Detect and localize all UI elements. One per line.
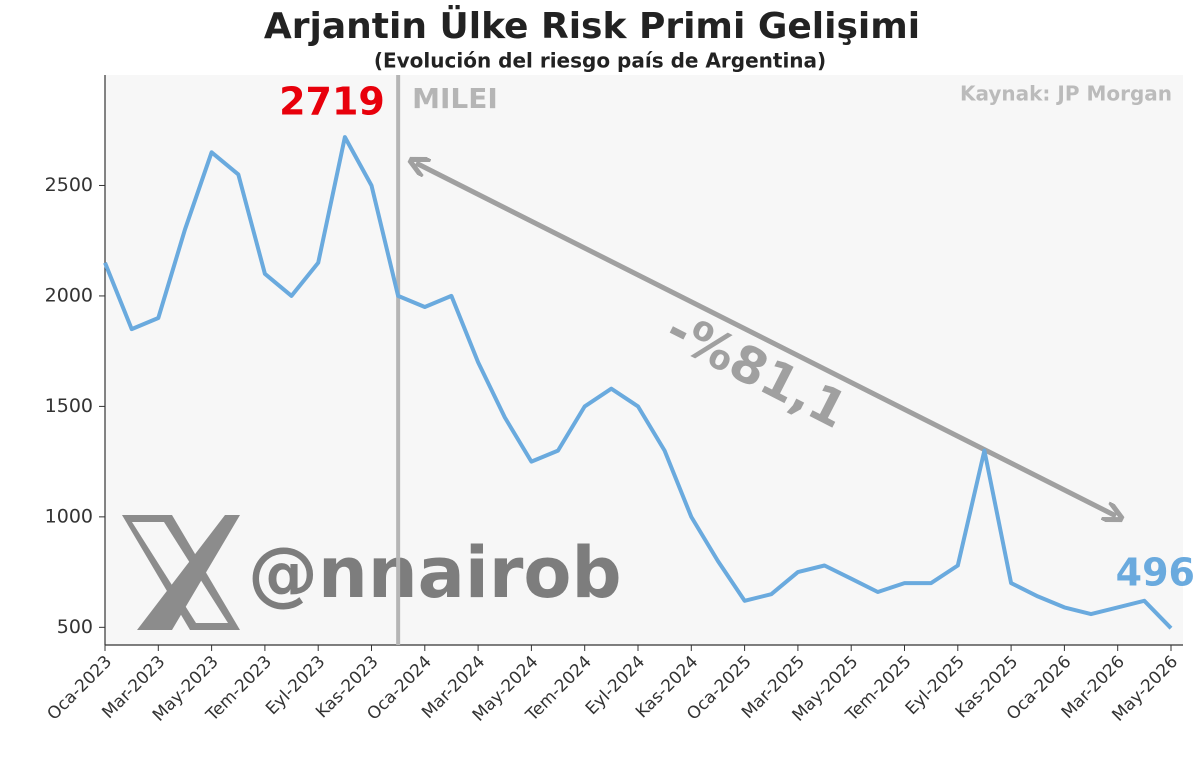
source: Kaynak: JP Morgan	[960, 82, 1172, 106]
chart-subtitle: (Evolución del riesgo país de Argentina)	[374, 49, 826, 73]
y-tick-label: 2000	[45, 284, 93, 306]
y-tick-label: 2500	[45, 174, 93, 196]
y-tick-label: 1500	[45, 395, 93, 417]
watermark: @nnairob	[248, 532, 622, 614]
y-tick-label: 500	[57, 616, 93, 638]
last-label: 496	[1116, 551, 1195, 595]
y-tick-label: 1000	[45, 505, 93, 527]
change-arrow	[416, 163, 1116, 516]
vline-label: MILEI	[412, 82, 498, 115]
peak-label: 2719	[279, 80, 385, 124]
watermark-logo	[122, 515, 240, 630]
chart-title: Arjantin Ülke Risk Primi Gelişimi	[264, 5, 920, 47]
series-line	[103, 135, 1173, 630]
